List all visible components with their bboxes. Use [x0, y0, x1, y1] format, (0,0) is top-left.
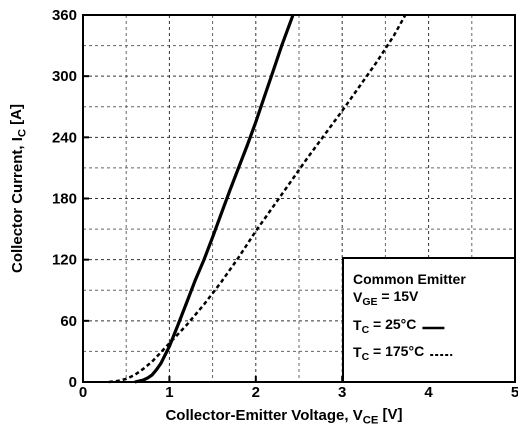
text-part: [V]	[378, 406, 402, 423]
plot-frame	[82, 14, 516, 383]
y-tick-label: 60	[60, 313, 77, 330]
y-tick-label: 360	[52, 7, 77, 24]
subscript: GE	[362, 296, 377, 308]
y-tick-label: 180	[52, 191, 77, 208]
x-tick-label: 4	[424, 384, 433, 401]
x-tick-label: 3	[338, 384, 346, 401]
text-part: T	[353, 317, 362, 333]
series-line	[134, 14, 295, 384]
subscript: CE	[363, 414, 379, 426]
text-part: Collector Current, I	[9, 137, 26, 273]
y-tick-label: 300	[52, 68, 77, 85]
text-part: Collector-Emitter Voltage, V	[165, 407, 362, 424]
legend-label: TC = 175°C	[353, 343, 424, 363]
subscript: C	[362, 324, 370, 336]
text-part: [A]	[8, 104, 25, 129]
subscript: C	[362, 351, 370, 363]
text-part: V	[353, 289, 363, 305]
x-axis-label: Collector-Emitter Voltage, VCE [V]	[165, 406, 402, 427]
text-part: = 15V	[378, 288, 420, 304]
y-tick-label: 120	[52, 252, 77, 269]
text-part: = 175°C	[369, 343, 424, 359]
x-tick-label: 2	[252, 384, 260, 401]
x-tick-label: 5	[511, 384, 518, 401]
y-axis-label: Collector Current, IC [A]	[8, 104, 29, 273]
text-part: = 25°C	[369, 316, 416, 332]
y-tick-label: 240	[52, 129, 77, 146]
subscript: C	[16, 129, 28, 137]
y-tick-label: 0	[69, 374, 77, 391]
legend-box	[342, 257, 516, 383]
legend-condition: VGE = 15V	[353, 288, 419, 308]
x-tick-label: 0	[79, 384, 87, 401]
legend-title: Common Emitter	[353, 271, 466, 287]
text-part: T	[353, 344, 362, 360]
series-line	[108, 14, 407, 384]
legend-label: TC = 25°C	[353, 316, 416, 336]
x-tick-label: 1	[165, 384, 173, 401]
